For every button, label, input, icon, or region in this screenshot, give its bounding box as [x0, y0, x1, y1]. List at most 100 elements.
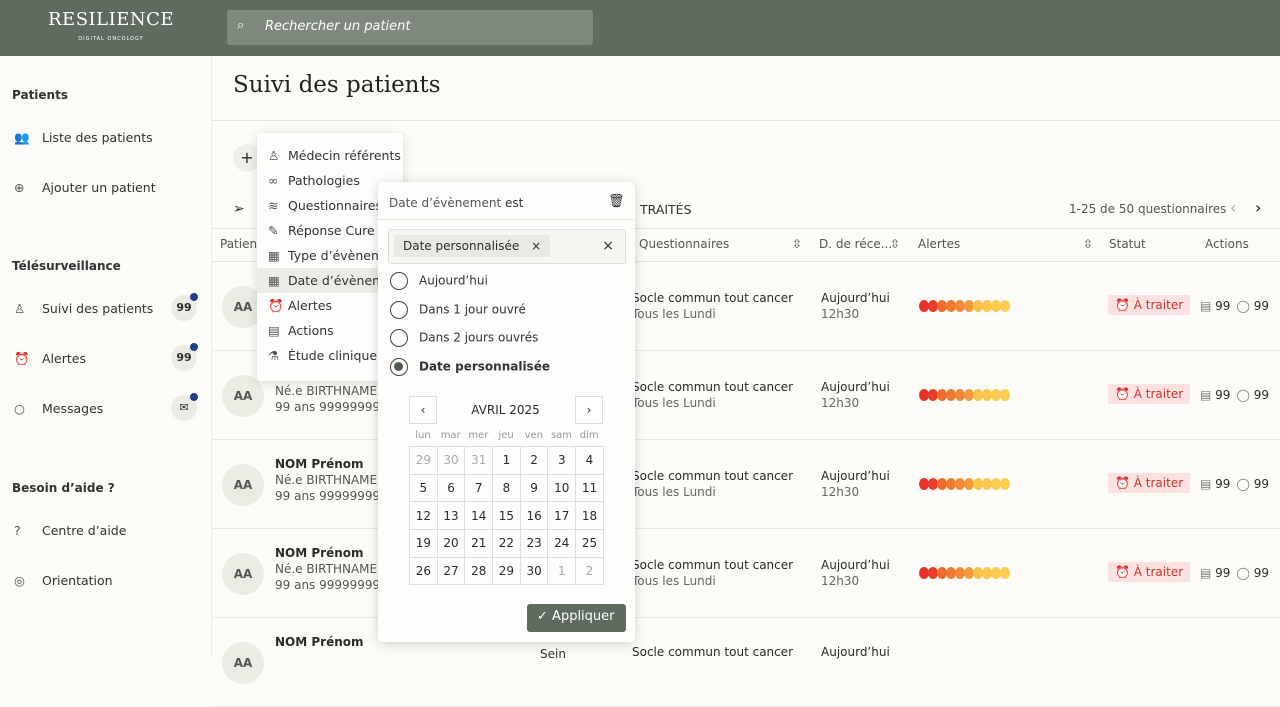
document-icon[interactable]: ▤ [1200, 477, 1216, 491]
date-option-radio[interactable]: Dans 1 jour ouvré [390, 300, 526, 319]
next-month-button[interactable]: › [575, 396, 603, 424]
sidebar-item[interactable]: ? Centre d’aide [14, 523, 126, 538]
filter-menu-item[interactable]: ≋ Questionnaires [257, 193, 403, 218]
alert-dot [991, 567, 1001, 579]
calendar-day[interactable]: 10 [547, 473, 577, 503]
calendar-day[interactable]: 3 [547, 446, 577, 475]
syringe-icon: ✎ [268, 223, 279, 238]
sidebar-item[interactable]: ⏰ Alertes [14, 351, 86, 367]
calendar-day[interactable]: 13 [436, 501, 466, 531]
sidebar-item[interactable]: ♙ Suivi des patients [14, 301, 153, 316]
calendar-day[interactable]: 28 [464, 556, 494, 586]
document-icon[interactable]: ▤ [1200, 388, 1216, 402]
calendar-day[interactable]: 12 [409, 501, 438, 531]
sidebar-item[interactable]: ◎ Orientation [14, 573, 113, 588]
column-header-questionnaires[interactable]: Questionnaires [639, 237, 730, 251]
filter-menu-item[interactable]: ⏰ Alertes [257, 293, 403, 318]
sort-icon[interactable]: ⇳ [792, 237, 803, 251]
calendar-day[interactable]: 8 [492, 473, 521, 503]
filter-menu-item[interactable]: ▤ Actions [257, 318, 403, 343]
clear-icon[interactable]: × [602, 238, 614, 254]
filter-menu-item[interactable]: ♙ Médecin référents [257, 143, 403, 168]
logo[interactable]: RESILIENCE DIGITAL ONCOLOGY [48, 9, 174, 42]
sidebar-item[interactable]: ⊕ Ajouter un patient [14, 180, 156, 195]
calendar-day[interactable]: 9 [519, 473, 549, 503]
calendar-day[interactable]: 14 [464, 501, 494, 531]
status-badge[interactable]: ⏰ À traiter [1108, 473, 1191, 493]
date-option-radio[interactable]: Dans 2 jours ouvrés [390, 329, 538, 347]
date-option-radio[interactable]: Date personnalisée [390, 357, 550, 376]
column-header-date[interactable]: D. de réce... [819, 237, 893, 251]
calendar-day[interactable]: 18 [575, 501, 604, 531]
calendar-day[interactable]: 20 [436, 529, 466, 558]
questionnaire-frequency: Tous les Lundi [632, 307, 716, 321]
status-label: À traiter [1133, 387, 1184, 401]
send-icon[interactable]: ➢ [233, 201, 245, 217]
status-badge[interactable]: ⏰ À traiter [1108, 562, 1191, 582]
prev-month-button[interactable]: ‹ [409, 396, 437, 424]
comment-icon[interactable]: ◯ [1236, 477, 1254, 491]
comment-icon[interactable]: ◯ [1236, 566, 1254, 580]
comment-icon[interactable]: ◯ [1236, 388, 1254, 402]
sidebar-item[interactable]: ○ Messages [14, 401, 103, 416]
filter-menu-item[interactable]: ▦ Type d’évènement [257, 243, 403, 268]
calendar-day[interactable]: 29 [492, 556, 521, 586]
comment-icon[interactable]: ◯ [1236, 299, 1254, 313]
menu-item-label: Pathologies [288, 173, 360, 188]
sidebar-item[interactable]: 👥 Liste des patients [14, 130, 153, 146]
calendar-day[interactable]: 25 [575, 529, 604, 558]
tab-traites[interactable]: TRAITÉS [640, 202, 692, 217]
table-row[interactable]: AA NOM Prénom Né.e BIRTHNAME 99 ans 9999999… [212, 529, 1280, 618]
document-icon[interactable]: ▤ [1200, 566, 1216, 580]
filter-menu-item[interactable]: ∞ Pathologies [257, 168, 403, 193]
search-input[interactable]: ⌕ Rechercher un patient [227, 10, 593, 45]
calendar-day[interactable]: 23 [519, 529, 549, 558]
table-row[interactable]: AA NOM Prénom Né.e BIRTHNAME 99 ans 9999999… [212, 440, 1280, 529]
calendar-day[interactable]: 15 [492, 501, 521, 531]
calendar-day[interactable]: 19 [409, 529, 438, 558]
filter-menu-item[interactable]: ⚗ Étude clinique [257, 343, 403, 368]
apply-button[interactable]: ✓ Appliquer [527, 604, 626, 632]
calendar-day[interactable]: 30 [436, 446, 466, 475]
next-page-icon[interactable]: › [1255, 198, 1262, 217]
calendar-day[interactable]: 30 [519, 556, 549, 586]
calendar-day[interactable]: 24 [547, 529, 577, 558]
calendar-day[interactable]: 6 [436, 473, 466, 503]
calendar-day[interactable]: 4 [575, 446, 604, 475]
calendar-day[interactable]: 2 [575, 556, 604, 586]
calendar-day[interactable]: 26 [409, 556, 438, 586]
alert-dot [973, 300, 983, 312]
alert-dot [955, 389, 965, 401]
calendar-day[interactable]: 22 [492, 529, 521, 558]
prev-page-icon[interactable]: ‹ [1230, 198, 1237, 217]
calendar-day[interactable]: 31 [464, 446, 494, 475]
calendar-day[interactable]: 27 [436, 556, 466, 586]
calendar-day[interactable]: 17 [547, 501, 577, 531]
status-badge[interactable]: ⏰ À traiter [1108, 384, 1191, 404]
trash-icon[interactable]: 🗑 [608, 194, 625, 209]
add-filter-button[interactable]: + [233, 144, 261, 172]
document-icon[interactable]: ▤ [1200, 299, 1216, 313]
calendar-day[interactable]: 29 [409, 446, 438, 475]
column-header-alertes[interactable]: Alertes [918, 237, 961, 251]
date-option-radio[interactable]: Aujourd’hui [390, 272, 488, 290]
calendar-day[interactable]: 2 [519, 446, 549, 475]
calendar-day[interactable]: 5 [409, 473, 438, 503]
chip-remove-icon[interactable]: × [531, 239, 542, 253]
radio-icon [390, 357, 408, 376]
sort-icon[interactable]: ⇳ [890, 237, 901, 251]
column-header-patient[interactable]: Patien [220, 237, 258, 251]
filter-value-field[interactable]: Date personnalisée × × [388, 229, 626, 264]
calendar-day[interactable]: 16 [519, 501, 549, 531]
calendar-day[interactable]: 1 [492, 446, 521, 475]
sidebar-badge: ✉ [171, 393, 198, 421]
calendar-day[interactable]: 21 [464, 529, 494, 558]
table-row[interactable]: AA NOM Prénom Sein Socle commun tout cancer… [212, 618, 1280, 707]
sort-icon[interactable]: ⇳ [1083, 237, 1094, 251]
calendar-day[interactable]: 7 [464, 473, 494, 503]
calendar-day[interactable]: 11 [575, 473, 604, 503]
column-header-statut[interactable]: Statut [1109, 237, 1146, 251]
status-badge[interactable]: ⏰ À traiter [1108, 295, 1191, 315]
filter-menu-item[interactable]: ✎ Réponse Cure [257, 218, 403, 243]
calendar-day[interactable]: 1 [547, 556, 577, 586]
